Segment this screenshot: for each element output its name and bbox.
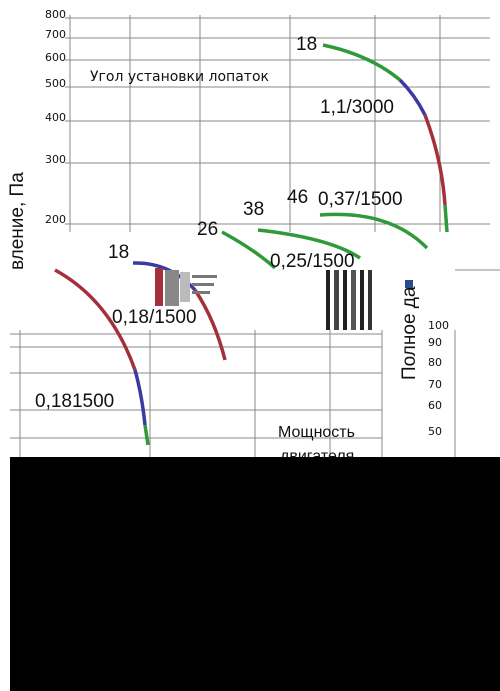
curve-label: 0,37/1500 <box>318 189 403 210</box>
y-axis-label: вление, Па <box>7 172 28 270</box>
y-tick-label: 100 <box>428 319 449 332</box>
right-axis-label: Полное да <box>399 286 420 380</box>
y-tick-label: 200 <box>45 213 66 226</box>
y-tick-label: 700 <box>45 28 66 41</box>
angle-label: Угол установки лопаток <box>90 69 269 85</box>
curve-label: 38 <box>243 199 264 220</box>
y-tick-label: 600 <box>45 51 66 64</box>
y-tick-label: 300 <box>45 153 66 166</box>
top-grid <box>65 15 490 232</box>
curve-label: 0,18/1500 <box>112 307 197 328</box>
curve-label: 0,25/1500 <box>270 251 355 272</box>
y-tick-label: 90 <box>428 336 442 349</box>
curve-label: 18 <box>108 242 129 263</box>
curve-label: 1,1/3000 <box>320 97 394 118</box>
y-tick-label: 50 <box>428 425 442 438</box>
y-tick-label: 400 <box>45 111 66 124</box>
y-tick-label: 60 <box>428 399 442 412</box>
y-tick-label: 70 <box>428 378 442 391</box>
curves <box>54 43 449 446</box>
y-tick-label: 800 <box>45 8 66 21</box>
y-tick-label: 500 <box>45 77 66 90</box>
blackout <box>10 457 500 691</box>
power-label: Мощность <box>278 424 355 441</box>
curve-label: 46 <box>287 187 308 208</box>
curve-label: 26 <box>197 219 218 240</box>
bottom-grid <box>10 269 500 457</box>
glitch-bars <box>155 268 413 330</box>
curve-label: 0,181500 <box>35 391 114 412</box>
curve-label: 18 <box>296 34 317 55</box>
y-tick-label: 80 <box>428 356 442 369</box>
